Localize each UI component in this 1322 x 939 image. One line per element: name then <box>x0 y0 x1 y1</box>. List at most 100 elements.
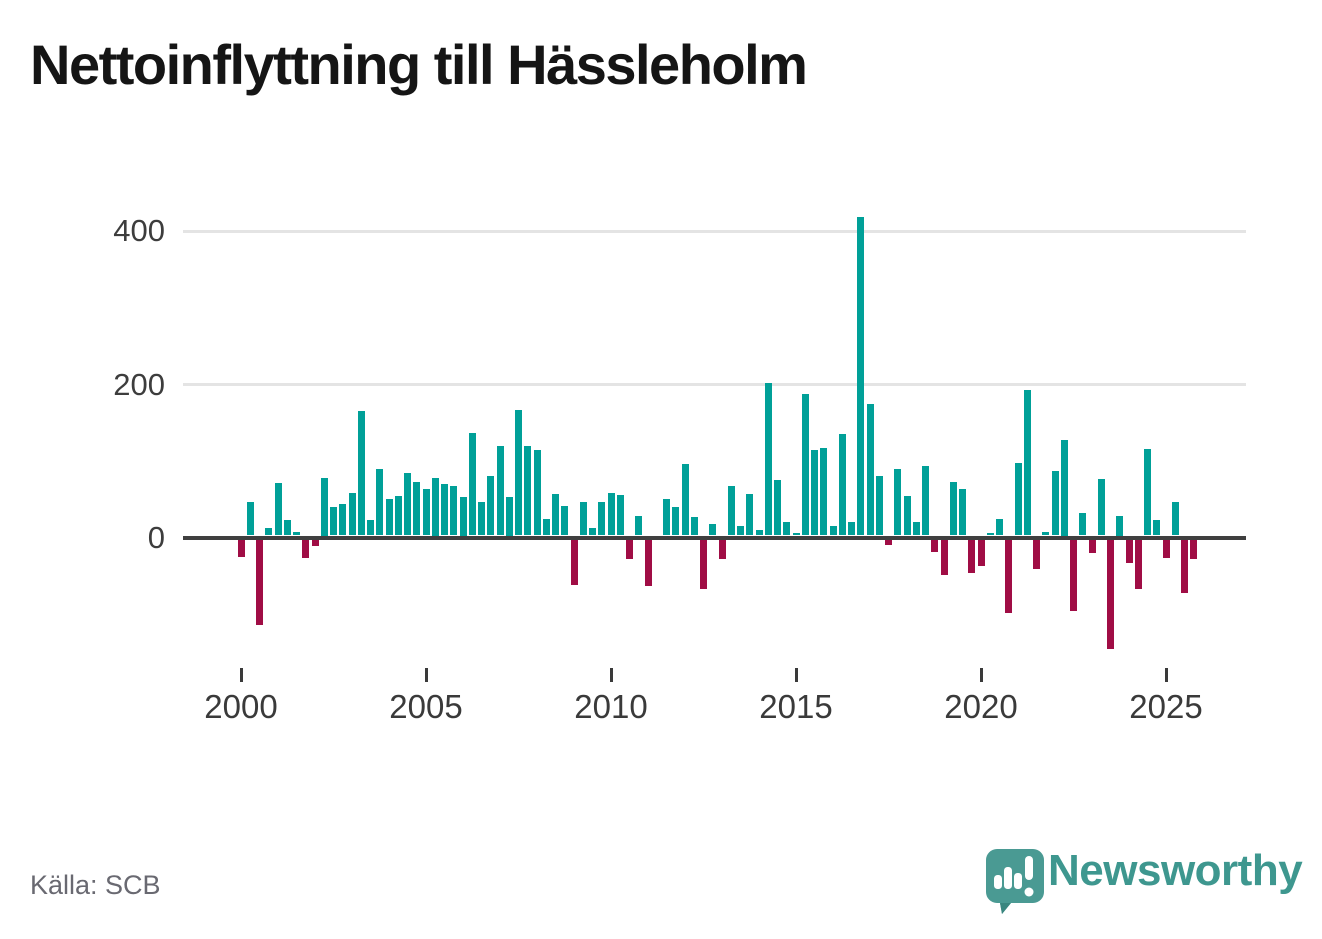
x-axis-tick-label: 2010 <box>574 688 648 725</box>
bar <box>894 469 902 536</box>
bar <box>885 539 892 545</box>
bar <box>912 522 920 536</box>
bar <box>1051 471 1059 536</box>
bar <box>635 515 643 536</box>
x-axis-tick-label: 2005 <box>389 688 463 725</box>
x-axis-tick <box>239 668 243 682</box>
bar <box>700 539 707 589</box>
bar <box>459 497 467 536</box>
x-axis-tick <box>609 668 613 682</box>
bar <box>922 465 929 536</box>
y-axis-tick-label: 400 <box>113 213 165 248</box>
bar <box>672 507 680 536</box>
bar <box>1134 539 1142 590</box>
bar <box>727 485 735 536</box>
bar <box>524 445 532 536</box>
bar <box>339 504 347 536</box>
x-axis-tick <box>1164 668 1168 682</box>
bar <box>718 539 726 560</box>
bar <box>848 522 855 536</box>
bar <box>1125 539 1133 563</box>
bar <box>441 484 448 536</box>
y-axis-tick-label: 200 <box>113 366 165 402</box>
bar <box>644 539 652 587</box>
chart-title: Nettoinflyttning till Hässleholm <box>30 33 808 96</box>
bar <box>1042 532 1050 536</box>
bar <box>274 483 282 536</box>
bar <box>570 539 578 585</box>
bar <box>663 499 670 536</box>
bar <box>1060 439 1068 536</box>
bar <box>1181 539 1188 594</box>
bar <box>1153 520 1161 536</box>
bar <box>385 498 393 536</box>
y-axis-tick-label: 0 <box>147 520 165 555</box>
bar <box>478 501 485 536</box>
bar <box>237 539 245 558</box>
x-axis-tick <box>794 668 798 682</box>
bar <box>1190 539 1198 560</box>
bar <box>542 519 550 536</box>
bar <box>515 409 522 536</box>
bar <box>626 539 633 560</box>
gridline-400 <box>183 229 1246 233</box>
bar <box>293 532 300 536</box>
bar <box>903 495 911 536</box>
bar <box>801 394 809 536</box>
bar <box>875 475 883 536</box>
bar <box>940 539 948 575</box>
bar <box>792 533 800 536</box>
bar <box>829 525 837 536</box>
bar <box>311 539 319 546</box>
bar <box>496 446 504 536</box>
bar <box>357 411 365 536</box>
bar <box>1023 389 1031 536</box>
bar <box>367 520 374 536</box>
bar <box>376 468 384 536</box>
bar <box>348 493 356 536</box>
bar <box>330 507 337 536</box>
bar <box>857 216 865 536</box>
bar <box>709 523 717 536</box>
bar <box>265 527 273 536</box>
bar <box>774 480 781 536</box>
bar <box>246 501 254 536</box>
bar <box>690 517 698 536</box>
bar <box>681 464 689 536</box>
bar <box>959 488 966 536</box>
bar <box>783 522 791 536</box>
bar <box>598 502 606 536</box>
bar <box>533 450 541 536</box>
bar <box>413 481 421 536</box>
bar <box>579 501 587 536</box>
newsworthy-logo-text: Newsworthy <box>1048 846 1303 895</box>
newsworthy-logo: Newsworthy <box>983 846 1303 916</box>
bar <box>1144 448 1151 536</box>
bar <box>838 434 846 536</box>
bar <box>1005 539 1013 614</box>
bar <box>1033 539 1040 570</box>
bar <box>468 433 476 536</box>
bar <box>1171 502 1179 536</box>
bar <box>968 539 976 573</box>
bar <box>1116 516 1124 536</box>
bar <box>755 530 763 536</box>
bar <box>283 520 291 536</box>
bar <box>320 477 328 536</box>
bar <box>302 539 310 558</box>
bar <box>431 477 439 536</box>
bar <box>1014 462 1022 536</box>
bar <box>404 473 411 536</box>
bar <box>256 539 263 625</box>
bar <box>1162 539 1170 558</box>
bar <box>764 382 772 536</box>
bar <box>977 539 985 567</box>
bar <box>561 505 569 536</box>
bar <box>820 448 828 536</box>
bar <box>394 496 402 536</box>
bar <box>1088 539 1096 554</box>
x-axis-tick-label: 2000 <box>204 688 278 725</box>
bar <box>1107 539 1114 650</box>
bar <box>996 518 1003 536</box>
bar <box>931 539 939 552</box>
